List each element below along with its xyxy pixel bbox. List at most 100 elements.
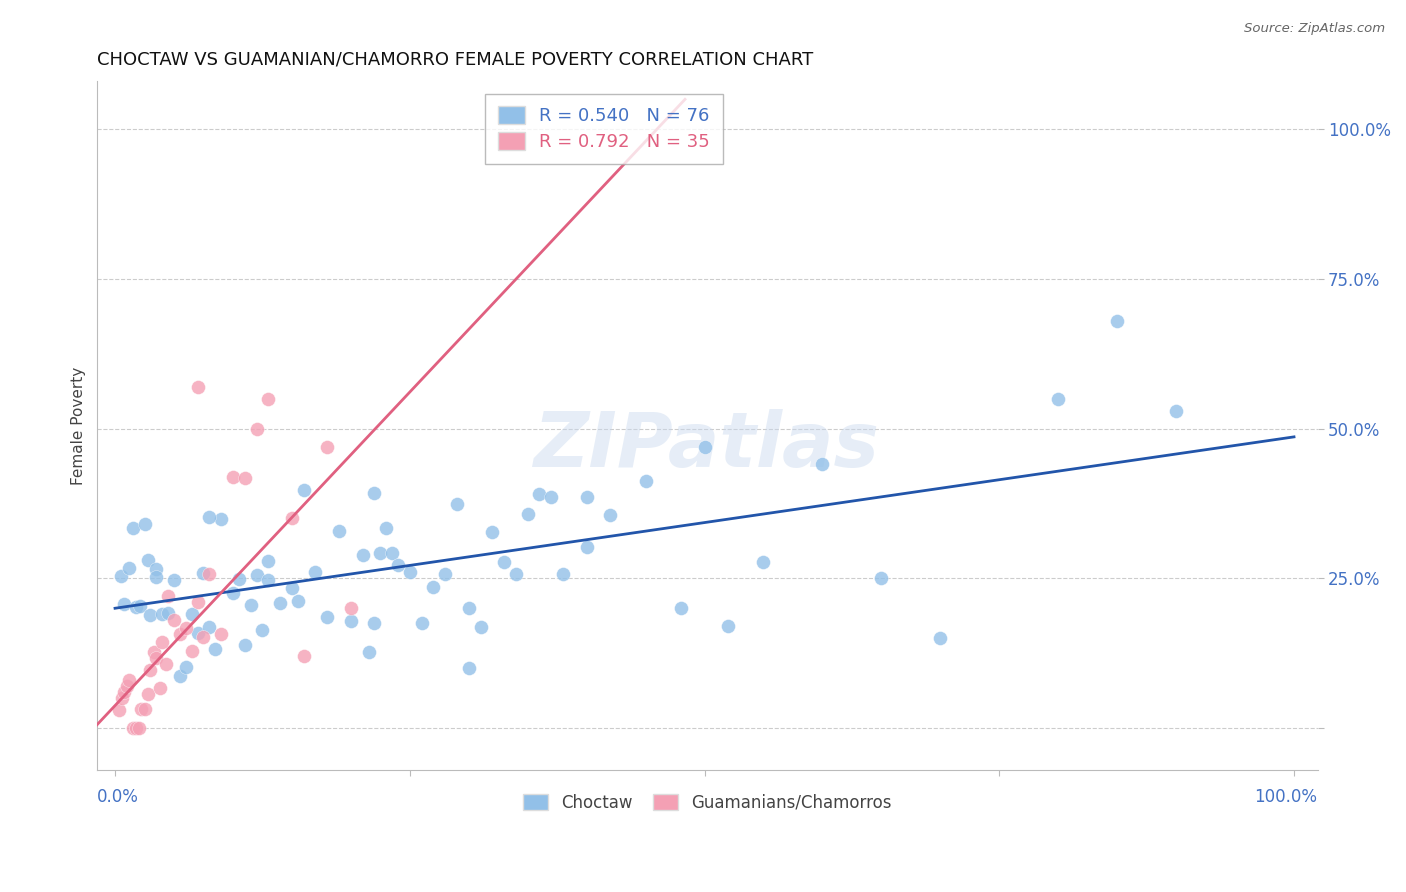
Point [193, 630, 215, 644]
Point [292, 649, 315, 664]
Point [340, 614, 363, 628]
Point [239, 598, 262, 612]
Point [145, 562, 167, 576]
Point [292, 483, 315, 497]
Point [340, 601, 363, 615]
Point [174, 621, 197, 635]
Point [1164, 403, 1187, 417]
Point [634, 475, 657, 489]
Point [752, 556, 775, 570]
Point [575, 490, 598, 504]
Y-axis label: Female Poverty: Female Poverty [72, 367, 86, 484]
Point [209, 627, 232, 641]
Point [387, 558, 409, 572]
Point [187, 380, 209, 394]
Point [693, 440, 716, 454]
Point [114, 597, 136, 611]
Point [228, 572, 250, 586]
Point [316, 610, 339, 624]
Text: CHOCTAW VS GUAMANIAN/CHAMORRO FEMALE POVERTY CORRELATION CHART: CHOCTAW VS GUAMANIAN/CHAMORRO FEMALE POV… [97, 51, 814, 69]
Point [470, 620, 492, 634]
Point [134, 702, 156, 716]
Point [114, 685, 136, 699]
Point [150, 635, 173, 649]
Point [187, 626, 209, 640]
Point [870, 571, 893, 585]
Point [187, 594, 209, 608]
Point [481, 525, 503, 540]
Point [134, 517, 156, 532]
Point [145, 570, 167, 584]
Point [125, 599, 148, 614]
Point [575, 541, 598, 555]
Point [110, 569, 132, 583]
Point [363, 486, 385, 500]
Point [198, 620, 221, 634]
Point [422, 580, 444, 594]
Point [540, 490, 562, 504]
Text: Source: ZipAtlas.com: Source: ZipAtlas.com [1244, 22, 1385, 36]
Point [180, 644, 202, 658]
Point [193, 566, 215, 580]
Point [457, 660, 479, 674]
Point [494, 555, 516, 569]
Point [245, 422, 267, 436]
Point [281, 510, 304, 524]
Text: ZIPatlas: ZIPatlas [534, 409, 880, 483]
Point [669, 601, 692, 615]
Point [115, 679, 138, 693]
Point [198, 510, 221, 524]
Point [142, 645, 165, 659]
Point [411, 615, 433, 630]
Point [136, 553, 159, 567]
Point [233, 638, 256, 652]
Point [457, 601, 479, 615]
Point [204, 641, 226, 656]
Point [169, 627, 191, 641]
Point [121, 721, 143, 735]
Point [434, 566, 457, 581]
Point [257, 554, 280, 568]
Point [128, 599, 150, 614]
Point [363, 615, 385, 630]
Point [149, 681, 172, 695]
Point [505, 566, 527, 581]
Point [1047, 392, 1070, 406]
Point [107, 703, 129, 717]
Point [118, 673, 141, 688]
Text: 0.0%: 0.0% [97, 788, 139, 806]
Point [599, 508, 621, 523]
Point [222, 586, 245, 600]
Point [811, 457, 834, 471]
Point [929, 632, 952, 646]
Point [1107, 314, 1129, 328]
Point [375, 521, 398, 535]
Point [145, 651, 167, 665]
Point [381, 546, 404, 560]
Point [357, 645, 380, 659]
Legend: Choctaw, Guamanians/Chamorros: Choctaw, Guamanians/Chamorros [512, 782, 904, 823]
Point [111, 691, 134, 706]
Point [209, 511, 232, 525]
Point [157, 606, 180, 620]
Point [551, 567, 574, 582]
Point [136, 687, 159, 701]
Point [163, 573, 186, 587]
Point [233, 471, 256, 485]
Point [352, 549, 374, 563]
Point [281, 581, 304, 595]
Point [245, 567, 267, 582]
Point [257, 573, 280, 587]
Point [222, 469, 245, 483]
Point [446, 497, 468, 511]
Point [157, 590, 180, 604]
Point [328, 524, 350, 538]
Point [252, 624, 274, 638]
Point [717, 619, 740, 633]
Point [128, 721, 150, 735]
Point [118, 561, 141, 575]
Point [174, 660, 197, 674]
Point [516, 507, 538, 521]
Point [121, 521, 143, 535]
Point [150, 607, 173, 621]
